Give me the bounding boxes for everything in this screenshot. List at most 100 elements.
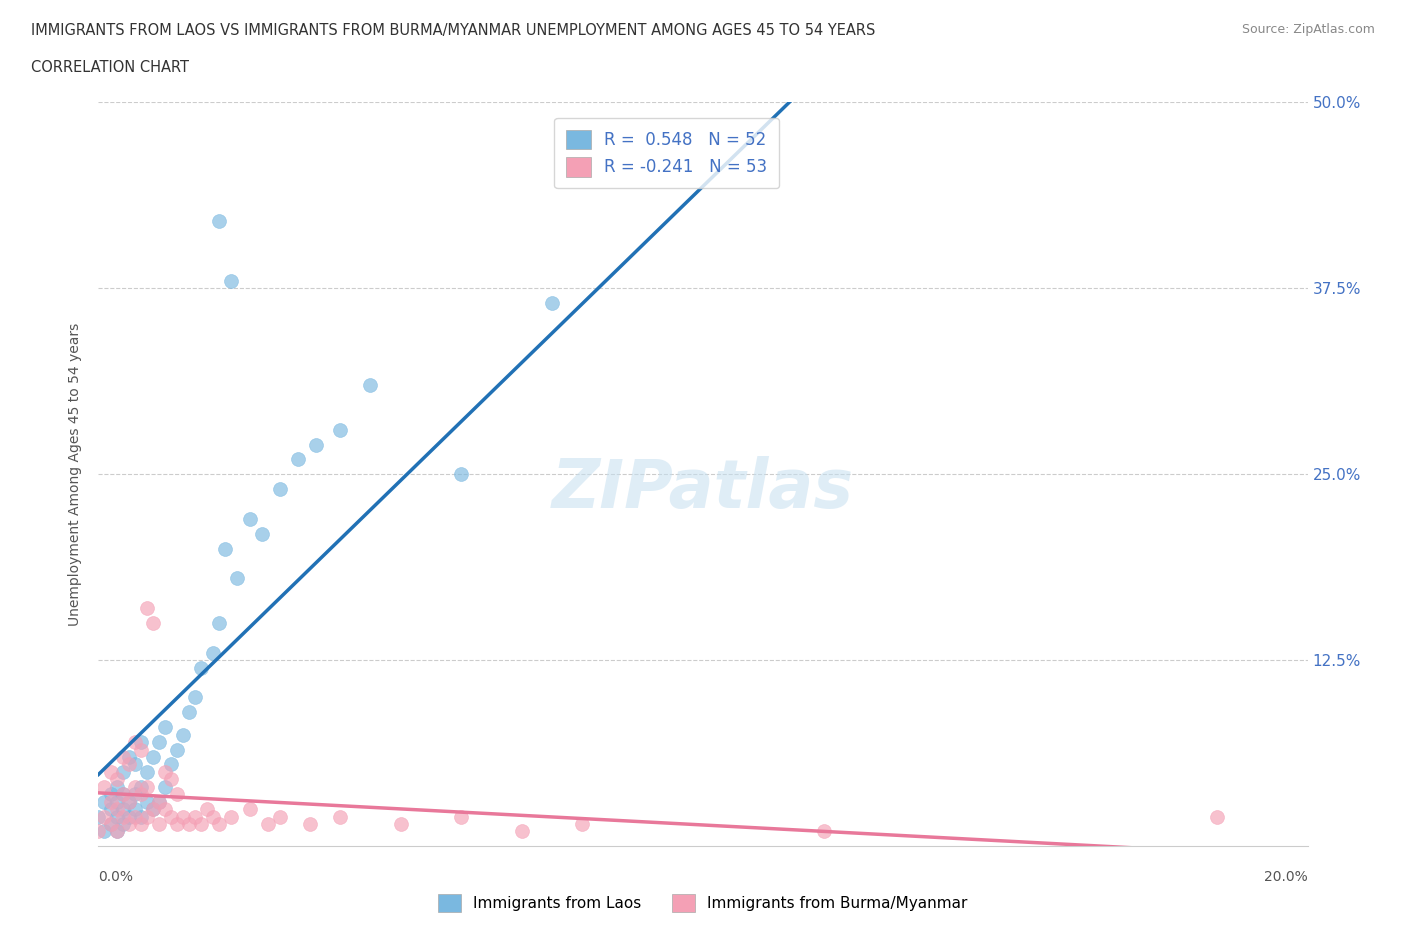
Y-axis label: Unemployment Among Ages 45 to 54 years: Unemployment Among Ages 45 to 54 years: [69, 323, 83, 626]
Point: [105, 824, 128, 839]
Point: [118, 794, 141, 809]
Point: [179, 817, 201, 831]
Point: [160, 809, 183, 824]
Point: [105, 802, 128, 817]
Point: [100, 802, 122, 817]
Point: [100, 764, 122, 779]
Point: [571, 817, 593, 831]
Point: [111, 817, 134, 831]
Point: [148, 735, 170, 750]
Text: 20.0%: 20.0%: [1264, 870, 1308, 884]
Point: [202, 645, 225, 660]
Point: [153, 779, 176, 794]
Point: [87, 824, 110, 839]
Point: [100, 787, 122, 802]
Point: [142, 616, 165, 631]
Point: [250, 526, 273, 541]
Point: [124, 809, 146, 824]
Point: [129, 809, 152, 824]
Point: [124, 779, 146, 794]
Point: [129, 779, 152, 794]
Point: [129, 787, 152, 802]
Text: IMMIGRANTS FROM LAOS VS IMMIGRANTS FROM BURMA/MYANMAR UNEMPLOYMENT AMONG AGES 45: IMMIGRANTS FROM LAOS VS IMMIGRANTS FROM …: [31, 23, 876, 38]
Point: [111, 809, 134, 824]
Point: [179, 705, 201, 720]
Point: [100, 794, 122, 809]
Point: [360, 378, 382, 392]
Point: [124, 757, 146, 772]
Point: [129, 742, 152, 757]
Point: [105, 809, 128, 824]
Point: [118, 809, 141, 824]
Point: [389, 817, 412, 831]
Point: [93, 809, 115, 824]
Point: [111, 787, 134, 802]
Point: [450, 467, 472, 482]
Point: [221, 809, 243, 824]
Point: [100, 817, 122, 831]
Point: [184, 809, 207, 824]
Point: [111, 764, 134, 779]
Point: [269, 809, 291, 824]
Point: [172, 809, 194, 824]
Point: [166, 787, 188, 802]
Point: [208, 214, 231, 229]
Point: [190, 817, 212, 831]
Point: [129, 817, 152, 831]
Point: [1206, 809, 1229, 824]
Point: [124, 802, 146, 817]
Point: [510, 824, 533, 839]
Point: [287, 452, 309, 467]
Point: [87, 809, 110, 824]
Legend: Immigrants from Laos, Immigrants from Burma/Myanmar: Immigrants from Laos, Immigrants from Bu…: [432, 888, 974, 918]
Point: [813, 824, 835, 839]
Point: [172, 727, 194, 742]
Point: [148, 794, 170, 809]
Point: [135, 601, 157, 616]
Point: [148, 817, 170, 831]
Point: [124, 735, 146, 750]
Point: [105, 824, 128, 839]
Point: [111, 802, 134, 817]
Point: [450, 809, 472, 824]
Point: [153, 720, 176, 735]
Point: [153, 802, 176, 817]
Point: [239, 802, 262, 817]
Point: [111, 787, 134, 802]
Point: [153, 764, 176, 779]
Point: [190, 660, 212, 675]
Point: [124, 787, 146, 802]
Text: 0.0%: 0.0%: [98, 870, 134, 884]
Text: Source: ZipAtlas.com: Source: ZipAtlas.com: [1241, 23, 1375, 36]
Point: [329, 422, 352, 437]
Text: ZIPatlas: ZIPatlas: [553, 457, 853, 522]
Point: [195, 802, 218, 817]
Point: [118, 750, 141, 764]
Point: [256, 817, 278, 831]
Point: [142, 802, 165, 817]
Point: [305, 437, 328, 452]
Point: [100, 817, 122, 831]
Point: [142, 802, 165, 817]
Point: [329, 809, 352, 824]
Point: [160, 772, 183, 787]
Point: [299, 817, 322, 831]
Point: [239, 512, 262, 526]
Point: [105, 794, 128, 809]
Point: [118, 817, 141, 831]
Point: [184, 690, 207, 705]
Point: [166, 817, 188, 831]
Text: CORRELATION CHART: CORRELATION CHART: [31, 60, 188, 75]
Point: [221, 273, 243, 288]
Point: [135, 764, 157, 779]
Point: [208, 817, 231, 831]
Point: [142, 750, 165, 764]
Point: [93, 794, 115, 809]
Point: [148, 794, 170, 809]
Point: [93, 779, 115, 794]
Point: [160, 757, 183, 772]
Point: [135, 794, 157, 809]
Point: [269, 482, 291, 497]
Point: [105, 772, 128, 787]
Point: [118, 757, 141, 772]
